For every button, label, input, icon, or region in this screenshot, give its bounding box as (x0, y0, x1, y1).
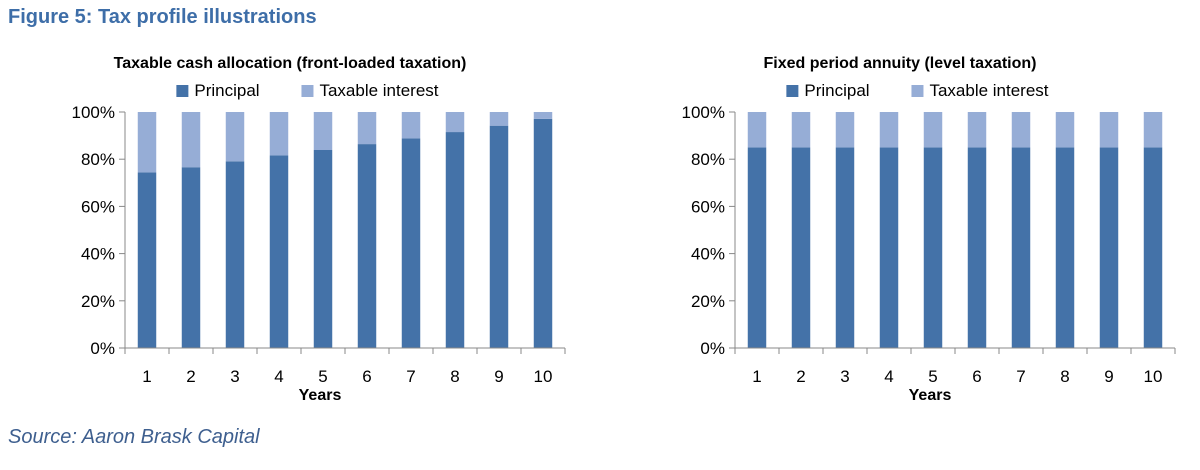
x-tick-label: 9 (1104, 367, 1113, 386)
bar-taxable-interest-1 (137, 112, 157, 173)
x-tick-label: 1 (142, 367, 151, 386)
bar-taxable-interest-2 (791, 112, 811, 148)
bar-principal-10 (1143, 147, 1163, 348)
x-tick-label: 6 (362, 367, 371, 386)
x-tick-label: 4 (274, 367, 283, 386)
x-tick-label: 2 (186, 367, 195, 386)
y-tick-label: 20% (691, 292, 725, 311)
legend-swatch-taxable-interest (301, 85, 314, 97)
y-tick-label: 40% (81, 245, 115, 264)
bar-taxable-interest-8 (445, 112, 465, 133)
x-axis-label: Years (299, 387, 342, 404)
bar-principal-5 (313, 149, 333, 348)
bar-taxable-interest-5 (923, 112, 943, 148)
bar-taxable-interest-6 (967, 112, 987, 148)
bar-principal-5 (923, 147, 943, 348)
y-tick-label: 40% (691, 245, 725, 264)
legend: Principal Taxable interest (176, 81, 439, 100)
x-tick-label: 6 (972, 367, 981, 386)
bar-principal-7 (1011, 147, 1031, 348)
x-tick-label: 5 (318, 367, 327, 386)
chart-title: Taxable cash allocation (front-loaded ta… (114, 55, 467, 72)
legend-label-principal: Principal (194, 81, 259, 100)
bar-taxable-interest-8 (1055, 112, 1075, 148)
bar-taxable-interest-7 (401, 112, 421, 139)
y-tick-label: 80% (81, 150, 115, 169)
legend-swatch-taxable-interest (911, 85, 924, 97)
y-tick-label: 0% (90, 339, 115, 358)
bar-taxable-interest-3 (225, 112, 245, 162)
bar-principal-9 (489, 125, 509, 348)
legend-label-principal: Principal (804, 81, 869, 100)
legend-label-taxable-interest: Taxable interest (929, 81, 1048, 100)
y-tick-label: 80% (691, 150, 725, 169)
bar-taxable-interest-4 (879, 112, 899, 148)
figure-title: Figure 5: Tax profile illustrations (8, 6, 317, 28)
x-axis-label: Years (909, 387, 952, 404)
bar-principal-4 (269, 155, 289, 348)
legend-label-taxable-interest: Taxable interest (319, 81, 438, 100)
bar-taxable-interest-10 (1143, 112, 1163, 148)
source-note: Source: Aaron Brask Capital (8, 426, 260, 448)
x-tick-label: 7 (1016, 367, 1025, 386)
bar-principal-2 (791, 147, 811, 348)
bar-taxable-interest-6 (357, 112, 377, 145)
legend-swatch-principal (786, 85, 799, 97)
bar-principal-8 (445, 132, 465, 348)
x-tick-label: 10 (534, 367, 553, 386)
x-tick-label: 1 (752, 367, 761, 386)
y-tick-label: 0% (700, 339, 725, 358)
legend: Principal Taxable interest (786, 81, 1049, 100)
legend-swatch-principal (176, 85, 189, 97)
bar-taxable-interest-2 (181, 112, 201, 168)
x-tick-label: 7 (406, 367, 415, 386)
bar-principal-1 (137, 172, 157, 348)
x-tick-label: 3 (230, 367, 239, 386)
bar-principal-6 (967, 147, 987, 348)
x-tick-label: 8 (1060, 367, 1069, 386)
x-tick-label: 2 (796, 367, 805, 386)
bar-principal-7 (401, 138, 421, 348)
bar-taxable-interest-9 (489, 112, 509, 126)
bar-principal-4 (879, 147, 899, 348)
bar-taxable-interest-9 (1099, 112, 1119, 148)
x-tick-label: 4 (884, 367, 893, 386)
x-tick-label: 10 (1144, 367, 1163, 386)
bar-principal-8 (1055, 147, 1075, 348)
bar-principal-10 (533, 118, 553, 349)
bar-taxable-interest-1 (747, 112, 767, 148)
y-tick-label: 100% (72, 103, 115, 122)
chart-svg: Taxable cash allocation (front-loaded ta… (72, 55, 566, 404)
x-tick-label: 8 (450, 367, 459, 386)
bar-principal-6 (357, 144, 377, 348)
x-tick-label: 9 (494, 367, 503, 386)
chart-svg: Fixed period annuity (level taxation) Pri… (682, 55, 1176, 404)
chart-title: Fixed period annuity (level taxation) (764, 55, 1037, 72)
y-tick-label: 60% (691, 197, 725, 216)
bar-taxable-interest-5 (313, 112, 333, 150)
bar-taxable-interest-10 (533, 112, 553, 119)
bar-taxable-interest-7 (1011, 112, 1031, 148)
bar-principal-9 (1099, 147, 1119, 348)
bar-principal-3 (835, 147, 855, 348)
chart-front-loaded-taxation: Taxable cash allocation (front-loaded ta… (20, 50, 580, 410)
x-tick-label: 5 (928, 367, 937, 386)
y-tick-label: 60% (81, 197, 115, 216)
bar-principal-3 (225, 161, 245, 348)
y-tick-label: 20% (81, 292, 115, 311)
bar-principal-2 (181, 167, 201, 348)
chart-level-taxation: Fixed period annuity (level taxation) Pri… (630, 50, 1190, 410)
bar-taxable-interest-4 (269, 112, 289, 156)
x-tick-label: 3 (840, 367, 849, 386)
bar-taxable-interest-3 (835, 112, 855, 148)
y-tick-label: 100% (682, 103, 725, 122)
bar-principal-1 (747, 147, 767, 348)
